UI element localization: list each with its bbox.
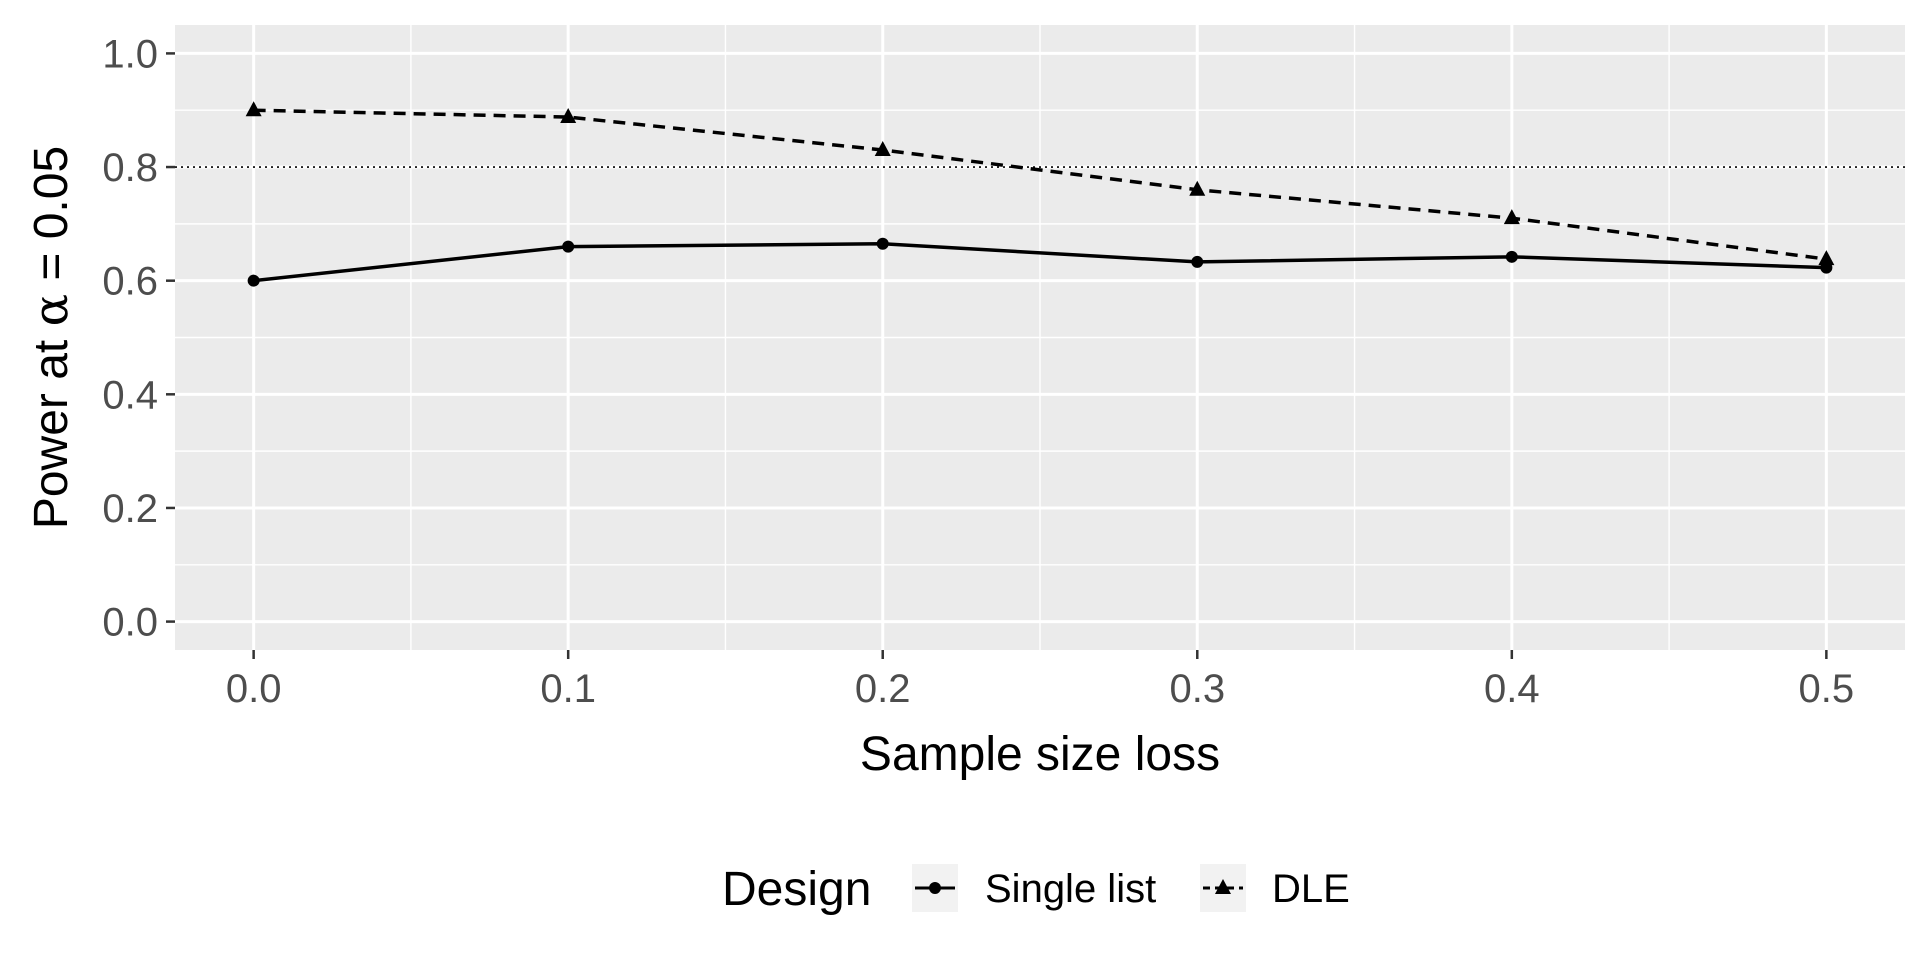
data-point-dle <box>874 141 891 156</box>
legend-key-marker-dle <box>1215 879 1231 894</box>
legend-label-single-list: Single list <box>985 867 1156 911</box>
data-point-single-list <box>247 274 260 287</box>
legend: Design Single list DLE <box>722 863 1350 916</box>
y-tick-label: 1.0 <box>102 32 158 76</box>
y-tick-label: 0.8 <box>102 146 158 190</box>
data-point-single-list <box>1505 250 1518 263</box>
data-point-dle <box>245 101 262 117</box>
series-layer <box>245 101 1835 287</box>
x-tick-label: 0.4 <box>1484 667 1540 711</box>
data-point-dle <box>1503 209 1520 225</box>
series-line-dle <box>253 108 1827 261</box>
data-point-single-list <box>1191 255 1204 268</box>
y-tick-label: 0.2 <box>102 487 158 531</box>
y-axis-title-prefix: Power at <box>25 326 78 529</box>
x-axis-title: Sample size loss <box>860 728 1220 781</box>
legend-label-dle: DLE <box>1272 867 1350 911</box>
series-line-single-list <box>253 242 1827 283</box>
y-axis-title: Power at α = 0.05 <box>23 146 79 529</box>
data-point-dle <box>1189 180 1206 196</box>
x-tick-label: 0.5 <box>1799 667 1855 711</box>
data-point-dle <box>1818 250 1835 266</box>
x-tick-label: 0.3 <box>1169 667 1225 711</box>
data-point-single-list <box>562 240 575 253</box>
y-tick-label: 0.0 <box>102 601 158 645</box>
y-tick-label: 0.4 <box>102 373 158 417</box>
legend-key-marker-single-list <box>929 882 941 894</box>
minor-gridlines <box>175 25 1905 650</box>
y-axis-title-suffix: = 0.05 <box>25 146 78 294</box>
y-tick-label: 0.6 <box>102 260 158 304</box>
x-tick-label: 0.1 <box>540 667 596 711</box>
y-axis-title-alpha: α <box>23 294 79 326</box>
axis-layer: 0.0 0.1 0.2 0.3 0.4 0.5 0.0 0.2 0.4 0.6 0.8 1.0 <box>102 32 1854 711</box>
data-point-single-list <box>876 237 889 250</box>
x-tick-label: 0.0 <box>226 667 282 711</box>
data-point-dle <box>560 108 577 124</box>
legend-title: Design <box>722 863 871 916</box>
x-tick-label: 0.2 <box>855 667 911 711</box>
